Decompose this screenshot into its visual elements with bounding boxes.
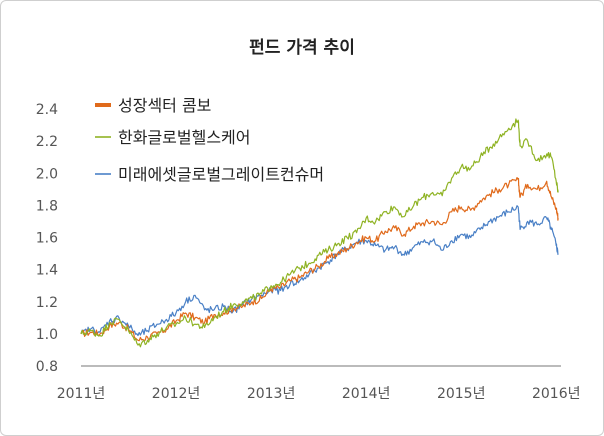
x-tick-label: 2011년 <box>57 386 106 402</box>
series-line-2 <box>80 205 559 337</box>
x-tick-label: 2014년 <box>342 386 391 402</box>
y-tick-label: 2.4 <box>36 102 58 118</box>
y-tick-label: 1.2 <box>36 295 58 311</box>
series-line-0 <box>80 177 559 342</box>
legend-label: 성장섹터 콤보 <box>118 96 211 115</box>
x-tick-label: 2013년 <box>247 386 296 402</box>
chart-title: 펀드 가격 추이 <box>249 38 355 58</box>
x-tick-label: 2012년 <box>152 386 201 402</box>
y-tick-label: 1.0 <box>36 327 58 343</box>
y-tick-label: 2.2 <box>36 134 58 150</box>
x-tick-label: 2015년 <box>437 386 486 402</box>
legend-label: 한화글로벌헬스케어 <box>118 128 250 147</box>
x-tick-label: 2016년 <box>532 386 581 402</box>
x-axis: 2011년 2012년 2013년 2014년 2015년 2016년 <box>57 365 581 402</box>
y-tick-label: 2.0 <box>36 166 58 182</box>
legend-label: 미래에셋글로벌그레이트컨슈머 <box>118 165 324 184</box>
series-line-1 <box>80 118 559 348</box>
y-tick-label: 1.8 <box>36 198 58 214</box>
y-axis: 0.8 1.0 1.2 1.4 1.6 1.8 2.0 2.2 2.4 <box>36 102 58 375</box>
y-tick-label: 1.6 <box>36 231 58 247</box>
y-tick-label: 1.4 <box>36 263 58 279</box>
y-tick-label: 0.8 <box>36 359 58 375</box>
series-lines <box>80 118 559 348</box>
